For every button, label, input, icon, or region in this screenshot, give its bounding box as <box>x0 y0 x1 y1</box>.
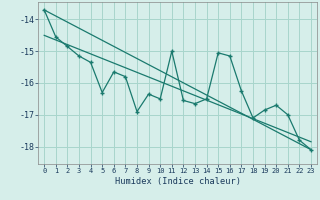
X-axis label: Humidex (Indice chaleur): Humidex (Indice chaleur) <box>115 177 241 186</box>
